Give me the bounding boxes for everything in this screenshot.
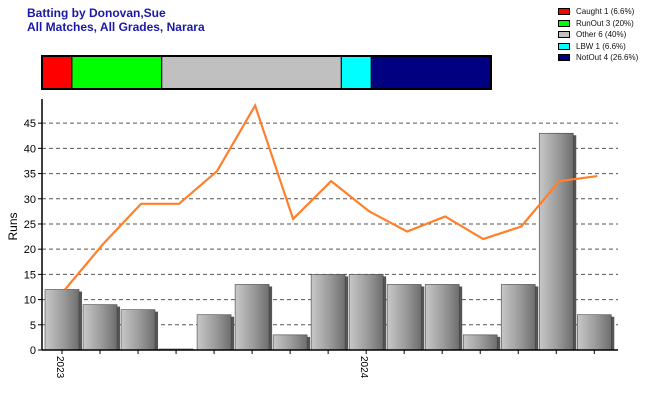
chart-title: Batting by Donovan,Sue [27,6,166,20]
bar [272,334,308,351]
legend-item: RunOut 3 (20%) [558,18,638,30]
legend-swatch [558,42,570,50]
dismissal-segment-caught [41,55,73,90]
legend-swatch [558,8,570,16]
legend-label: LBW 1 (6.6%) [576,41,626,51]
legend-item: Caught 1 (6.6%) [558,6,638,18]
bar [386,284,422,351]
bar [120,309,156,351]
y-tick-label: 20 [24,244,36,256]
legend-swatch [558,19,570,27]
bar [196,314,232,351]
chart-subtitle: All Matches, All Grades, Narara [27,20,205,34]
bar [348,274,384,351]
bar [234,284,270,351]
bar [424,284,460,351]
y-tick-label: 15 [24,269,36,281]
legend-label: RunOut 3 (20%) [576,18,634,28]
legend-label: NotOut 4 (26.6%) [576,53,639,63]
y-tick-label: 25 [24,219,36,231]
y-tick-label: 45 [24,118,36,130]
legend-item: Other 6 (40%) [558,29,638,41]
dismissal-segment-notout [370,55,492,90]
dismissal-segment-runout [71,55,163,90]
legend: Caught 1 (6.6%) RunOut 3 (20%) Other 6 (40… [558,6,638,64]
y-axis-label: Runs [6,212,20,240]
x-tick-label: 2023 [54,356,65,379]
bar [82,304,118,351]
legend-label: Other 6 (40%) [576,30,627,40]
dismissal-segment-lbw [340,55,372,90]
y-tick-label: 10 [24,295,36,307]
y-tick-label: 30 [24,194,36,206]
x-tick-label: 2024 [358,356,369,379]
legend-item: NotOut 4 (26.6%) [558,52,638,64]
bar [44,289,80,351]
legend-item: LBW 1 (6.6%) [558,41,638,53]
bar [462,334,498,351]
dismissal-bar-border [41,55,492,90]
y-tick-label: 40 [24,143,36,155]
legend-swatch [558,54,570,62]
y-tick-label: 5 [30,320,36,332]
bar [310,274,346,351]
legend-label: Caught 1 (6.6%) [576,7,635,17]
y-tick-label: 35 [24,169,36,181]
bar [500,284,536,351]
average-line [64,102,598,291]
dismissal-segment-other [161,55,342,90]
y-tick-label: 0 [30,345,36,357]
bar [576,314,612,351]
legend-swatch [558,31,570,39]
bar [538,132,574,351]
